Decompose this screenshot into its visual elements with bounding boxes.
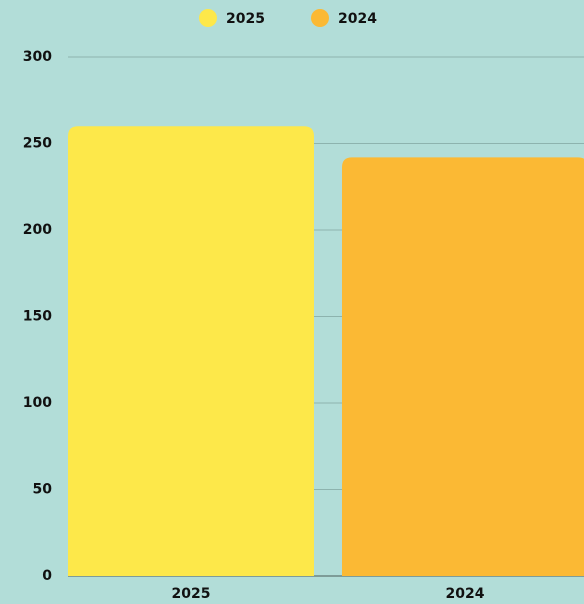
y-tick-label: 50 — [33, 482, 53, 498]
legend-label: 2024 — [338, 11, 377, 27]
legend-swatch — [199, 9, 217, 27]
legend-swatch — [311, 9, 329, 27]
y-tick-label: 0 — [42, 568, 52, 584]
bar — [68, 126, 314, 576]
x-tick-label: 2024 — [446, 586, 485, 602]
y-tick-label: 300 — [23, 49, 52, 65]
y-tick-label: 250 — [23, 136, 52, 152]
bar — [342, 157, 584, 576]
y-tick-label: 100 — [23, 395, 52, 411]
x-tick-label: 2025 — [172, 586, 211, 602]
legend-label: 2025 — [226, 11, 265, 27]
y-tick-label: 150 — [23, 309, 52, 325]
y-tick-label: 200 — [23, 222, 52, 238]
